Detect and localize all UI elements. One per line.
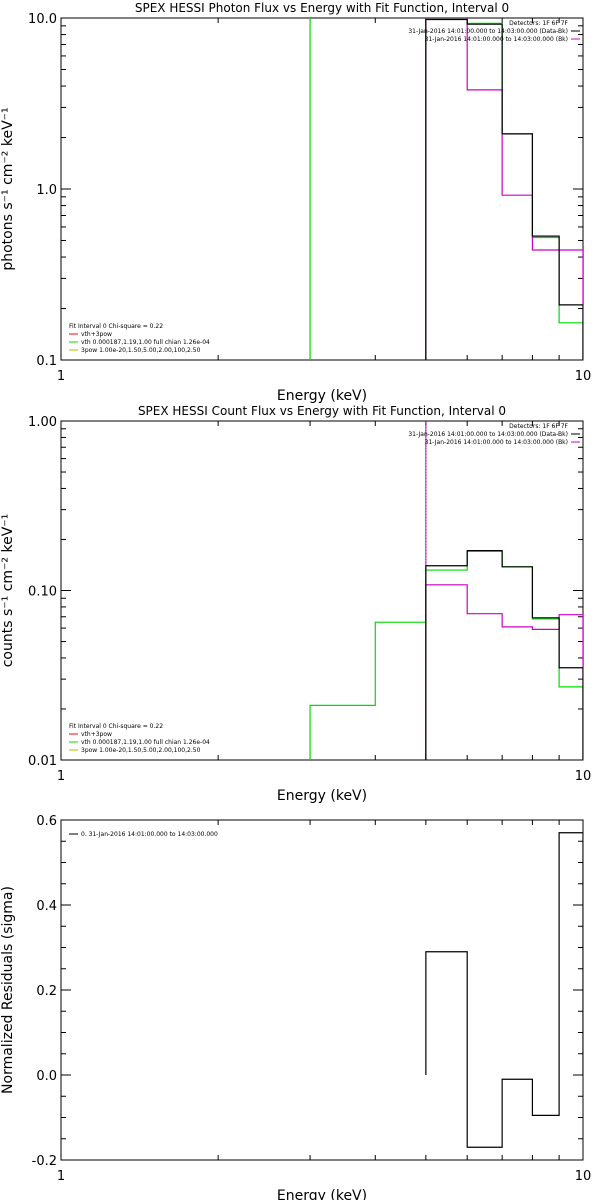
legend-entry: 31-Jan-2016 14:01:00.000 to 14:03:00.000…: [425, 36, 568, 43]
legend-entry: Detectors: 1F 6F 7F: [509, 423, 568, 430]
legend-entry: vth 0.000187,1.19,1.00 full chian 1.26e-…: [81, 739, 210, 746]
x-tick-label: 10: [575, 369, 592, 384]
legend-entry: vth 0.000187,1.19,1.00 full chian 1.26e-…: [81, 339, 210, 346]
x-tick-label: 1: [57, 769, 65, 784]
x-tick-label: 1: [57, 1169, 65, 1184]
legend-entry: 31-Jan-2016 14:01:00.000 to 14:03:00.000…: [408, 431, 568, 438]
x-axis-label: Energy (keV): [277, 788, 367, 804]
legend-entry: 3pow 1.00e-20,1.50,5.00,2.00,100,2.50: [81, 747, 201, 754]
legend-entry: vth+3pow: [81, 331, 112, 338]
y-tick-label: 0.10: [28, 585, 57, 600]
plot-frame: [60, 17, 584, 361]
y-axis-label: Normalized Residuals (sigma): [0, 886, 16, 1094]
legend-entry: Fit Interval 0 Chi-square = 0.22: [69, 723, 163, 730]
y-tick-label: 0.1: [36, 354, 57, 369]
series-vth-3pow-line: [309, 18, 583, 360]
x-axis-label: Energy (keV): [277, 1188, 367, 1200]
y-tick-label: 0.01: [28, 754, 57, 769]
y-tick-label: -0.2: [32, 1154, 57, 1169]
y-tick-label: 0.2: [36, 984, 57, 999]
series-bk-line: [425, 18, 583, 360]
legend-entry: 0. 31-Jan-2016 14:01:00.000 to 14:03:00.…: [81, 831, 218, 838]
y-tick-label: 0.4: [36, 899, 57, 914]
y-tick-label: 1.0: [36, 183, 57, 198]
x-tick-label: 10: [575, 1169, 592, 1184]
series-bk-line: [425, 584, 583, 760]
legend-entry: Detectors: 1F 6F 7F: [509, 20, 568, 27]
legend-entry: 3pow 1.00e-20,1.50,5.00,2.00,100,2.50: [81, 347, 201, 354]
plot-frame: [60, 420, 584, 761]
y-axis-label: photons s⁻¹ cm⁻² keV⁻¹: [0, 107, 16, 270]
x-tick-label: 1: [57, 369, 65, 384]
legend-entry: Fit Interval 0 Chi-square = 0.22: [69, 323, 163, 330]
y-tick-label: 10.0: [28, 12, 57, 27]
legend-entry: 31-Jan-2016 14:01:00.000 to 14:03:00.000…: [425, 439, 568, 446]
legend-entry: 31-Jan-2016 14:01:00.000 to 14:03:00.000…: [408, 28, 568, 35]
chart-title: SPEX HESSI Count Flux vs Energy with Fit…: [138, 404, 506, 418]
y-tick-label: 1.00: [28, 415, 57, 430]
y-tick-label: 0.0: [36, 1069, 57, 1084]
chart-title: SPEX HESSI Photon Flux vs Energy with Fi…: [135, 1, 509, 15]
x-tick-label: 10: [575, 769, 592, 784]
y-tick-label: 0.6: [36, 814, 57, 829]
y-axis-label: counts s⁻¹ cm⁻² keV⁻¹: [0, 514, 16, 668]
legend-entry: vth+3pow: [81, 731, 112, 738]
plot-frame: [60, 819, 584, 1161]
series-data-bk-line: [425, 18, 583, 360]
x-axis-label: Energy (keV): [277, 388, 367, 404]
series-data-bk-line: [425, 549, 583, 760]
series-vth-3pow-line: [309, 550, 583, 760]
series-0-31-jan-2016-14-01-00-000-to-14-03-00-000-line: [425, 832, 583, 1148]
